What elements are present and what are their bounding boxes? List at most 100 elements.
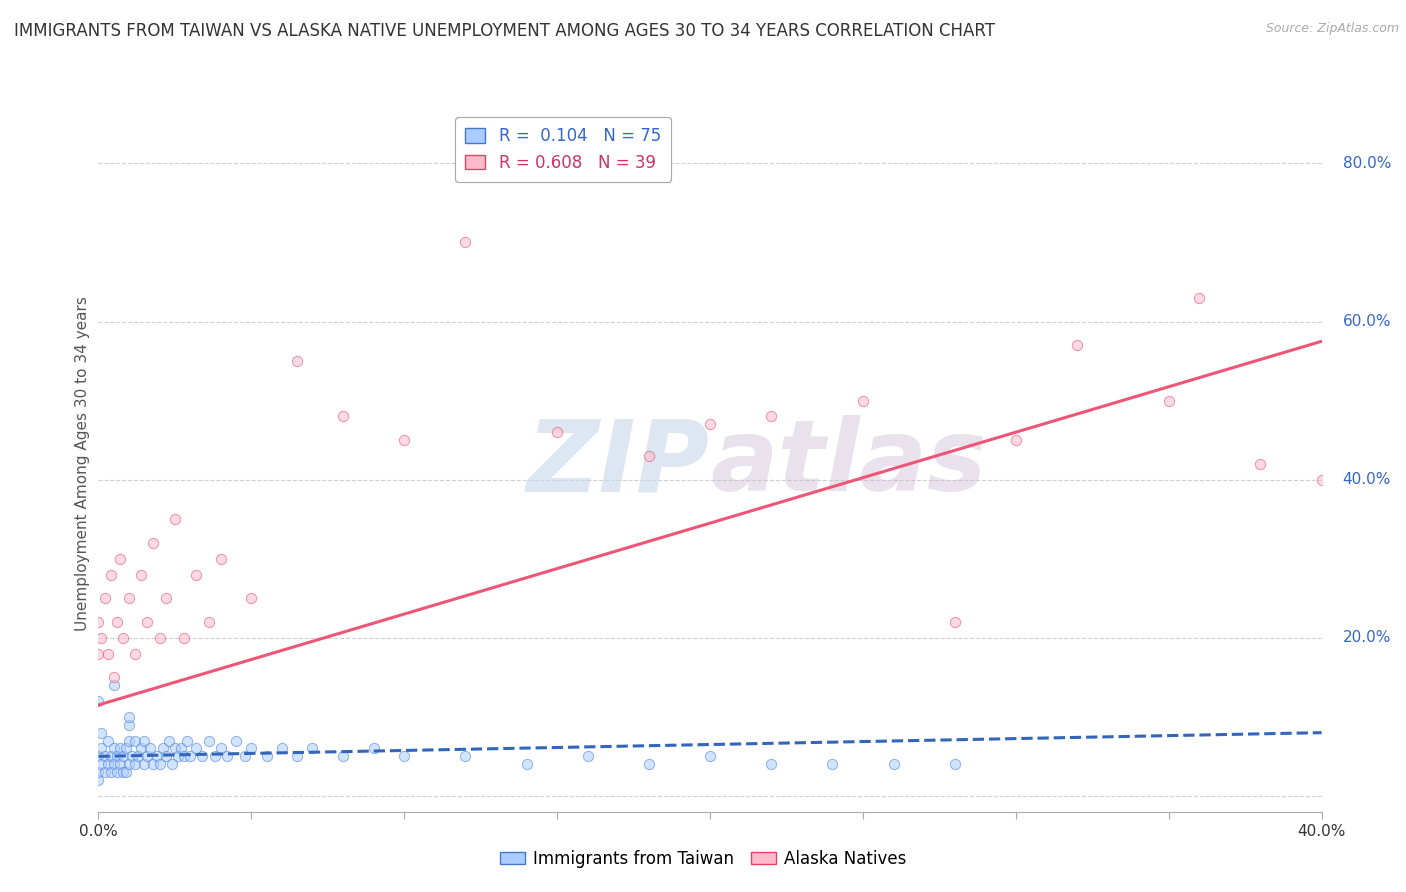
Text: 60.0%: 60.0% bbox=[1343, 314, 1391, 329]
Point bbox=[118, 710, 141, 724]
Point bbox=[233, 749, 256, 764]
Point bbox=[152, 741, 174, 756]
Point bbox=[118, 733, 141, 747]
Point bbox=[759, 409, 782, 424]
Point bbox=[546, 425, 568, 440]
Point bbox=[118, 591, 141, 606]
Point bbox=[240, 741, 263, 756]
Point bbox=[155, 749, 177, 764]
Point bbox=[191, 749, 214, 764]
Point bbox=[142, 536, 165, 550]
Point bbox=[118, 717, 141, 731]
Point bbox=[699, 749, 721, 764]
Point bbox=[173, 749, 195, 764]
Point bbox=[127, 749, 149, 764]
Point bbox=[285, 749, 308, 764]
Point bbox=[1157, 393, 1180, 408]
Point bbox=[118, 757, 141, 772]
Point bbox=[332, 749, 354, 764]
Point bbox=[363, 741, 385, 756]
Legend: Immigrants from Taiwan, Alaska Natives: Immigrants from Taiwan, Alaska Natives bbox=[494, 844, 912, 875]
Point bbox=[1066, 338, 1088, 352]
Point bbox=[108, 551, 131, 566]
Point bbox=[108, 741, 131, 756]
Point bbox=[699, 417, 721, 432]
Point bbox=[97, 733, 120, 747]
Point bbox=[197, 615, 219, 629]
Point bbox=[225, 733, 247, 747]
Point bbox=[157, 733, 180, 747]
Point bbox=[134, 733, 156, 747]
Point bbox=[167, 749, 190, 764]
Point bbox=[103, 678, 125, 692]
Point bbox=[124, 757, 146, 772]
Point bbox=[111, 631, 134, 645]
Point bbox=[883, 757, 905, 772]
Point bbox=[301, 741, 323, 756]
Text: 20.0%: 20.0% bbox=[1343, 631, 1391, 645]
Point bbox=[108, 757, 131, 772]
Point bbox=[121, 749, 143, 764]
Point bbox=[454, 235, 477, 250]
Text: atlas: atlas bbox=[710, 416, 987, 512]
Text: 40.0%: 40.0% bbox=[1343, 472, 1391, 487]
Point bbox=[93, 749, 115, 764]
Point bbox=[134, 757, 156, 772]
Point bbox=[270, 741, 292, 756]
Point bbox=[97, 647, 120, 661]
Point bbox=[285, 354, 308, 368]
Point bbox=[100, 567, 122, 582]
Point bbox=[111, 749, 134, 764]
Point bbox=[197, 733, 219, 747]
Point bbox=[332, 409, 354, 424]
Point bbox=[142, 757, 165, 772]
Point bbox=[821, 757, 844, 772]
Point bbox=[139, 741, 162, 756]
Point bbox=[160, 757, 183, 772]
Point bbox=[103, 757, 125, 772]
Point bbox=[179, 749, 201, 764]
Point bbox=[173, 631, 195, 645]
Point bbox=[115, 765, 138, 780]
Point bbox=[105, 615, 128, 629]
Point bbox=[129, 567, 152, 582]
Text: IMMIGRANTS FROM TAIWAN VS ALASKA NATIVE UNEMPLOYMENT AMONG AGES 30 TO 34 YEARS C: IMMIGRANTS FROM TAIWAN VS ALASKA NATIVE … bbox=[14, 22, 995, 40]
Point bbox=[149, 757, 172, 772]
Point bbox=[97, 757, 120, 772]
Point bbox=[1249, 457, 1271, 471]
Point bbox=[1310, 473, 1333, 487]
Point bbox=[129, 741, 152, 756]
Text: 80.0%: 80.0% bbox=[1343, 156, 1391, 171]
Point bbox=[186, 741, 208, 756]
Point bbox=[256, 749, 278, 764]
Point bbox=[170, 741, 193, 756]
Point bbox=[93, 591, 115, 606]
Point bbox=[637, 449, 661, 463]
Point bbox=[454, 749, 477, 764]
Point bbox=[163, 741, 186, 756]
Point bbox=[136, 749, 159, 764]
Point bbox=[215, 749, 238, 764]
Point bbox=[176, 733, 198, 747]
Point bbox=[516, 757, 538, 772]
Point bbox=[100, 749, 122, 764]
Point bbox=[943, 615, 966, 629]
Point bbox=[1004, 433, 1026, 447]
Point bbox=[204, 749, 226, 764]
Point bbox=[115, 741, 138, 756]
Legend: R =  0.104   N = 75, R = 0.608   N = 39: R = 0.104 N = 75, R = 0.608 N = 39 bbox=[456, 118, 671, 182]
Point bbox=[759, 757, 782, 772]
Point bbox=[105, 749, 128, 764]
Point bbox=[87, 749, 110, 764]
Point bbox=[87, 773, 110, 788]
Point bbox=[124, 647, 146, 661]
Point bbox=[155, 591, 177, 606]
Point bbox=[136, 615, 159, 629]
Point bbox=[637, 757, 661, 772]
Point bbox=[209, 741, 232, 756]
Point bbox=[100, 765, 122, 780]
Point bbox=[576, 749, 599, 764]
Point bbox=[111, 765, 134, 780]
Point bbox=[103, 741, 125, 756]
Point bbox=[852, 393, 875, 408]
